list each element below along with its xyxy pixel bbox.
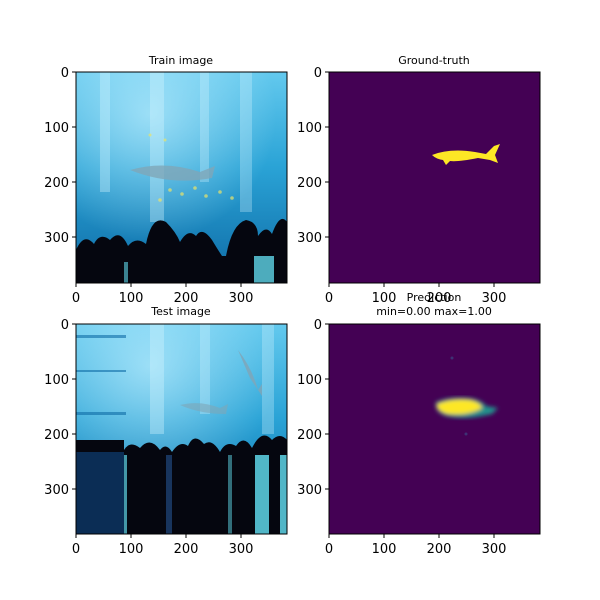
gt-ytick-200: 200 <box>297 176 322 191</box>
test-xtick-0: 0 <box>72 542 80 557</box>
test-shark-shape <box>238 350 262 396</box>
ground-truth-background <box>329 72 540 283</box>
prediction-range: min=0.00 max=1.00 <box>376 305 492 318</box>
ground-truth-title: Ground-truth <box>398 54 470 67</box>
pred-ytick-300: 300 <box>297 483 322 498</box>
shark-shape <box>130 165 215 181</box>
prediction-panel: Prediction min=0.00 max=1.00 0 100 200 3… <box>297 291 541 557</box>
prediction-background <box>329 324 540 534</box>
train-ytick-200: 200 <box>44 176 69 191</box>
test-xtick-300: 300 <box>229 542 254 557</box>
train-xtick-0: 0 <box>72 291 80 306</box>
gt-xtick-300: 300 <box>482 291 507 306</box>
test-image-panel: Test image <box>44 305 288 557</box>
gt-ytick-0: 0 <box>314 66 322 81</box>
prediction-title: Prediction <box>407 291 462 304</box>
pred-ytick-0: 0 <box>314 318 322 333</box>
train-xtick-100: 100 <box>119 291 144 306</box>
prediction-mask <box>435 397 498 418</box>
gt-xtick-0: 0 <box>325 291 333 306</box>
pred-xtick-200: 200 <box>427 542 452 557</box>
test-image-title: Test image <box>150 305 211 318</box>
train-ytick-100: 100 <box>44 121 69 136</box>
ground-truth-mask <box>432 144 500 165</box>
test-crowd-silhouette <box>124 435 287 534</box>
crowd-silhouette <box>76 218 287 283</box>
test-ytick-0: 0 <box>61 318 69 333</box>
pred-xtick-0: 0 <box>325 542 333 557</box>
pred-ytick-100: 100 <box>297 373 322 388</box>
test-xtick-200: 200 <box>174 542 199 557</box>
pred-xtick-300: 300 <box>482 542 507 557</box>
ground-truth-panel: Ground-truth 0 100 200 300 0 100 200 300 <box>297 54 541 306</box>
train-image-title: Train image <box>148 54 213 67</box>
pred-xtick-100: 100 <box>372 542 397 557</box>
pred-ytick-200: 200 <box>297 428 322 443</box>
train-xtick-300: 300 <box>229 291 254 306</box>
test-image <box>76 324 287 534</box>
gt-ytick-100: 100 <box>297 121 322 136</box>
test-xtick-100: 100 <box>119 542 144 557</box>
train-image-panel: Train image <box>44 54 288 306</box>
gt-xtick-200: 200 <box>427 291 452 306</box>
test-ytick-300: 300 <box>44 483 69 498</box>
gt-xtick-100: 100 <box>372 291 397 306</box>
train-image <box>76 72 287 283</box>
test-ytick-200: 200 <box>44 428 69 443</box>
test-ytick-100: 100 <box>44 373 69 388</box>
train-ytick-300: 300 <box>44 231 69 246</box>
train-ytick-0: 0 <box>61 66 69 81</box>
train-xtick-200: 200 <box>174 291 199 306</box>
train-image-ticks <box>72 71 242 287</box>
gt-ytick-300: 300 <box>297 231 322 246</box>
